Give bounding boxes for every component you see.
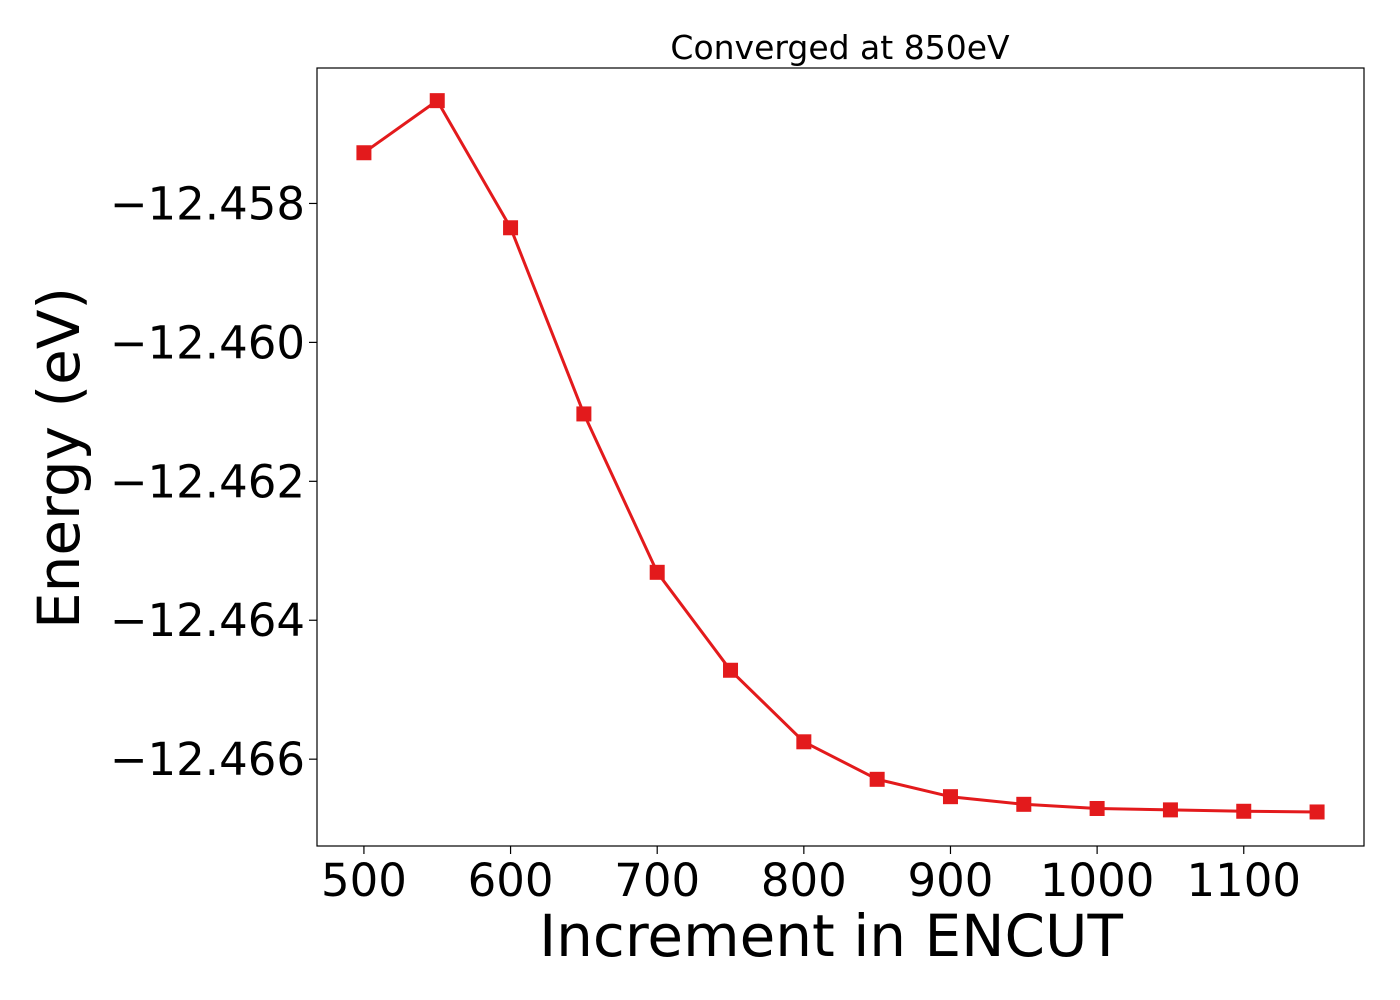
x-tick-label-1100: 1100 xyxy=(1186,854,1301,907)
data-point-950 xyxy=(1016,796,1032,812)
data-point-1050 xyxy=(1162,802,1178,818)
data-point-1000 xyxy=(1089,800,1105,816)
x-tick-label-500: 500 xyxy=(321,854,407,907)
data-point-1150 xyxy=(1309,804,1325,820)
x-tick-label-700: 700 xyxy=(614,854,700,907)
y-tick-label-2: −12.462 xyxy=(110,455,305,508)
x-tick-label-800: 800 xyxy=(761,854,847,907)
x-tick-label-1000: 1000 xyxy=(1040,854,1155,907)
plot-area: 500 600 700 800 900 1000 1100 −12.458 −12.460 −12… xyxy=(110,67,1365,907)
data-point-1100 xyxy=(1236,803,1252,819)
y-tick-label-4: −12.466 xyxy=(110,733,305,786)
chart-title: Converged at 850eV xyxy=(670,28,1010,67)
data-point-500 xyxy=(356,145,372,161)
data-point-750 xyxy=(723,662,739,678)
data-point-650 xyxy=(576,406,592,422)
data-point-550 xyxy=(429,93,445,109)
x-tick-label-600: 600 xyxy=(468,854,554,907)
data-point-700 xyxy=(649,564,665,580)
axes-frame xyxy=(316,67,1365,847)
x-tick-label-900: 900 xyxy=(908,854,994,907)
y-tick-label-1: −12.460 xyxy=(110,316,305,369)
data-point-800 xyxy=(796,734,812,750)
data-point-850 xyxy=(869,771,885,787)
y-tick-label-0: −12.458 xyxy=(110,177,305,230)
y-axis-label: Energy (eV) xyxy=(25,287,93,629)
y-tick-label-3: −12.464 xyxy=(110,594,305,647)
x-axis-label: Increment in ENCUT xyxy=(539,902,1123,970)
data-point-600 xyxy=(503,220,519,236)
data-point-900 xyxy=(942,789,958,805)
series-line-0 xyxy=(363,99,1318,814)
